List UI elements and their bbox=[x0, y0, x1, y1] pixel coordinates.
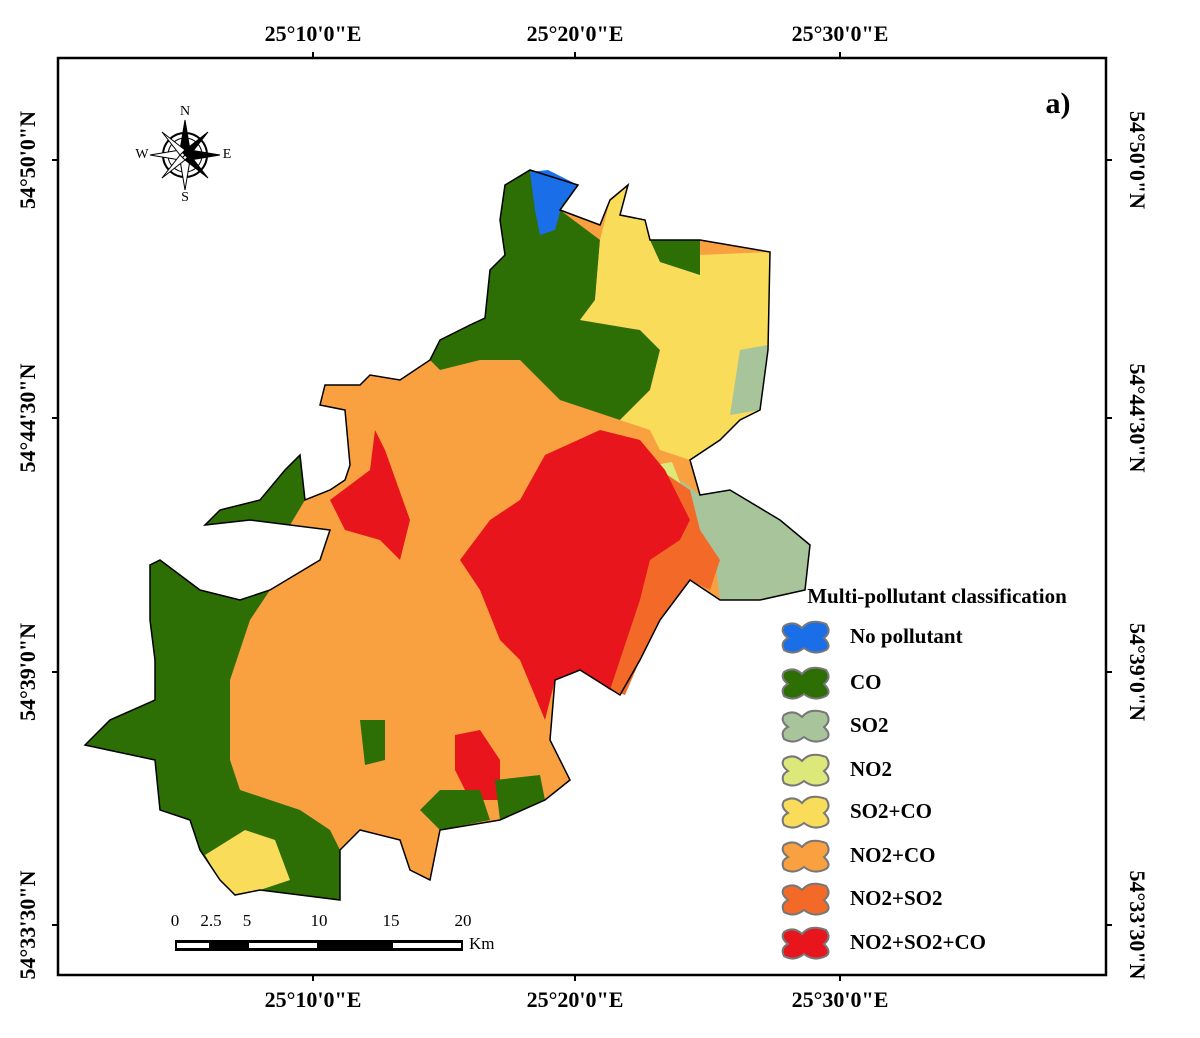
compass-label: E bbox=[223, 147, 232, 162]
latitude-label: 54°33'30"N bbox=[15, 870, 40, 979]
legend-swatch bbox=[781, 620, 830, 654]
latitude-label: 54°44'30"N bbox=[1125, 363, 1150, 472]
legend-label: NO2+SO2+CO bbox=[850, 930, 986, 954]
region bbox=[360, 720, 385, 765]
region bbox=[430, 170, 660, 420]
scale-tick-label: 20 bbox=[455, 911, 472, 930]
classified-regions bbox=[85, 170, 810, 900]
legend-label: CO bbox=[850, 670, 882, 694]
longitude-label: 25°10'0"E bbox=[265, 21, 362, 46]
region bbox=[530, 170, 578, 235]
region bbox=[205, 830, 290, 895]
legend-label: NO2 bbox=[850, 757, 892, 781]
region bbox=[460, 430, 690, 720]
legend: Multi-pollutant classification No pollut… bbox=[781, 584, 1067, 960]
scale-segment bbox=[249, 943, 317, 948]
graticule: 25°10'0"E 25°10'0"E 25°20'0"E 25°20'0"E 25°3… bbox=[15, 21, 1150, 1012]
legend-label: SO2 bbox=[850, 713, 889, 737]
legend-swatch bbox=[781, 666, 830, 700]
scale-tick-label: 15 bbox=[383, 911, 400, 930]
region bbox=[330, 430, 410, 560]
legend-label: NO2+CO bbox=[850, 843, 935, 867]
legend-title: Multi-pollutant classification bbox=[807, 584, 1067, 608]
compass-label: S bbox=[181, 190, 189, 205]
legend-label: No pollutant bbox=[850, 624, 963, 648]
legend-swatch bbox=[781, 926, 830, 960]
scale-bar-body bbox=[175, 940, 463, 951]
latitude-label: 54°39'0"N bbox=[15, 623, 40, 721]
scale-unit: Km bbox=[469, 934, 495, 953]
scale-tick-label: 5 bbox=[243, 911, 252, 930]
longitude-label: 25°30'0"E bbox=[792, 987, 889, 1012]
longitude-label: 25°10'0"E bbox=[265, 987, 362, 1012]
region bbox=[495, 775, 545, 820]
scale-tick-label: 10 bbox=[311, 911, 328, 930]
scale-segment bbox=[393, 943, 461, 948]
longitude-label: 25°20'0"E bbox=[527, 987, 624, 1012]
compass-label: W bbox=[135, 147, 149, 162]
legend-swatch bbox=[781, 709, 830, 743]
region bbox=[85, 560, 340, 900]
scale-tick-label: 2.5 bbox=[200, 911, 221, 930]
boundary bbox=[83, 169, 811, 901]
region bbox=[455, 730, 500, 800]
region bbox=[580, 185, 770, 460]
latitude-label: 54°33'30"N bbox=[1125, 870, 1150, 979]
region bbox=[680, 480, 810, 600]
legend-label: NO2+SO2 bbox=[850, 886, 942, 910]
longitude-label: 25°30'0"E bbox=[792, 21, 889, 46]
legend-label: SO2+CO bbox=[850, 799, 932, 823]
latitude-label: 54°39'0"N bbox=[1125, 623, 1150, 721]
legend-swatch bbox=[781, 753, 830, 787]
latitude-label: 54°44'30"N bbox=[15, 363, 40, 472]
legend-swatch bbox=[781, 839, 830, 873]
region bbox=[610, 470, 720, 695]
latitude-label: 54°50'0"N bbox=[1125, 111, 1150, 209]
region bbox=[420, 790, 490, 830]
legend-swatch bbox=[781, 795, 830, 829]
longitude-label: 25°20'0"E bbox=[527, 21, 624, 46]
scale-bar: 0 2.5 5 10 15 20 Km bbox=[171, 911, 495, 953]
scale-segment bbox=[177, 943, 209, 948]
region bbox=[650, 240, 700, 275]
compass-rose: N S W E bbox=[135, 104, 231, 205]
region bbox=[730, 345, 768, 415]
compass-label: N bbox=[180, 104, 190, 119]
legend-swatch bbox=[781, 882, 830, 916]
scale-tick-label: 0 bbox=[171, 911, 180, 930]
panel-label: a) bbox=[1046, 87, 1071, 120]
latitude-label: 54°50'0"N bbox=[15, 111, 40, 209]
